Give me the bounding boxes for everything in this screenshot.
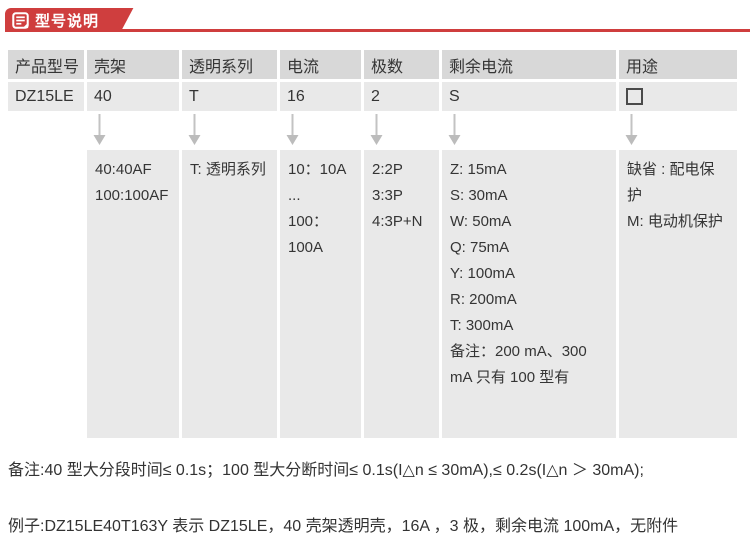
detail-line: T: 透明系列 xyxy=(190,161,266,178)
detail-line: Z: 15mA xyxy=(450,161,507,178)
down-arrow-icon xyxy=(280,114,361,147)
col-header-residual-current: 剩余电流 xyxy=(442,50,616,79)
detail-line: T: 300mA xyxy=(450,317,514,334)
remark-note: 备注:40 型大分段时间≤ 0.1s；100 型大分断时间≤ 0.1s(I△n … xyxy=(8,462,644,479)
detail-line: 2:2P xyxy=(372,161,403,178)
banner-tab: 型号说明 xyxy=(5,8,114,32)
value-frame: 40 xyxy=(87,82,179,111)
detail-line: 10：10A xyxy=(288,161,347,178)
detail-line: 备注：200 mA、300 mA 只有 100 型有 xyxy=(450,343,587,386)
detail-line: R: 200mA xyxy=(450,291,517,308)
detail-line: W: 50mA xyxy=(450,213,512,230)
down-arrow-icon xyxy=(87,114,179,147)
section-banner: 型号说明 xyxy=(0,5,750,34)
detail-current: 10：10A ... 100：100A xyxy=(280,150,361,438)
detail-line: Y: 100mA xyxy=(450,265,516,282)
detail-usage: 缺省 : 配电保护 M: 电动机保护 xyxy=(619,150,737,438)
col-header-frame: 壳架 xyxy=(87,50,179,79)
arrow-zone-empty xyxy=(8,114,84,147)
detail-spacer xyxy=(8,150,84,438)
detail-poles: 2:2P 3:3P 4:3P+N xyxy=(364,150,439,438)
value-product-model: DZ15LE xyxy=(8,82,84,111)
detail-line: 40:40AF xyxy=(95,161,152,178)
model-code-table: 产品型号 壳架 透明系列 电流 极数 剩余电流 用途 DZ15LE 40 T 1… xyxy=(8,50,737,438)
value-usage xyxy=(619,82,737,111)
col-header-current: 电流 xyxy=(280,50,361,79)
col-header-transparent-series: 透明系列 xyxy=(182,50,277,79)
detail-line: 100:100AF xyxy=(95,187,169,204)
value-residual-current: S xyxy=(442,82,616,111)
down-arrow-icon xyxy=(182,114,277,147)
down-arrow-icon xyxy=(619,114,737,147)
usage-placeholder-box xyxy=(626,88,643,105)
detail-line: 4:3P+N xyxy=(372,213,423,230)
detail-line: 缺省 : 配电保护 xyxy=(627,161,715,204)
detail-residual-current: Z: 15mA S: 30mA W: 50mA Q: 75mA Y: 100mA… xyxy=(442,150,616,438)
detail-line: 100：100A xyxy=(288,213,329,256)
detail-line: S: 30mA xyxy=(450,187,508,204)
down-arrow-icon xyxy=(364,114,439,147)
detail-line: M: 电动机保护 xyxy=(627,213,723,230)
banner-underline xyxy=(5,29,750,32)
detail-line: Q: 75mA xyxy=(450,239,510,256)
document-icon xyxy=(12,11,29,29)
value-current: 16 xyxy=(280,82,361,111)
detail-transparent-series: T: 透明系列 xyxy=(182,150,277,438)
section-title: 型号说明 xyxy=(35,12,100,30)
detail-line: 3:3P xyxy=(372,187,403,204)
detail-line: ... xyxy=(288,187,301,204)
value-transparent-series: T xyxy=(182,82,277,111)
col-header-poles: 极数 xyxy=(364,50,439,79)
col-header-product-model: 产品型号 xyxy=(8,50,84,79)
detail-frame: 40:40AF 100:100AF xyxy=(87,150,179,438)
example-note: 例子:DZ15LE40T163Y 表示 DZ15LE，40 壳架透明壳，16A … xyxy=(8,518,679,535)
down-arrow-icon xyxy=(442,114,616,147)
value-poles: 2 xyxy=(364,82,439,111)
col-header-usage: 用途 xyxy=(619,50,737,79)
